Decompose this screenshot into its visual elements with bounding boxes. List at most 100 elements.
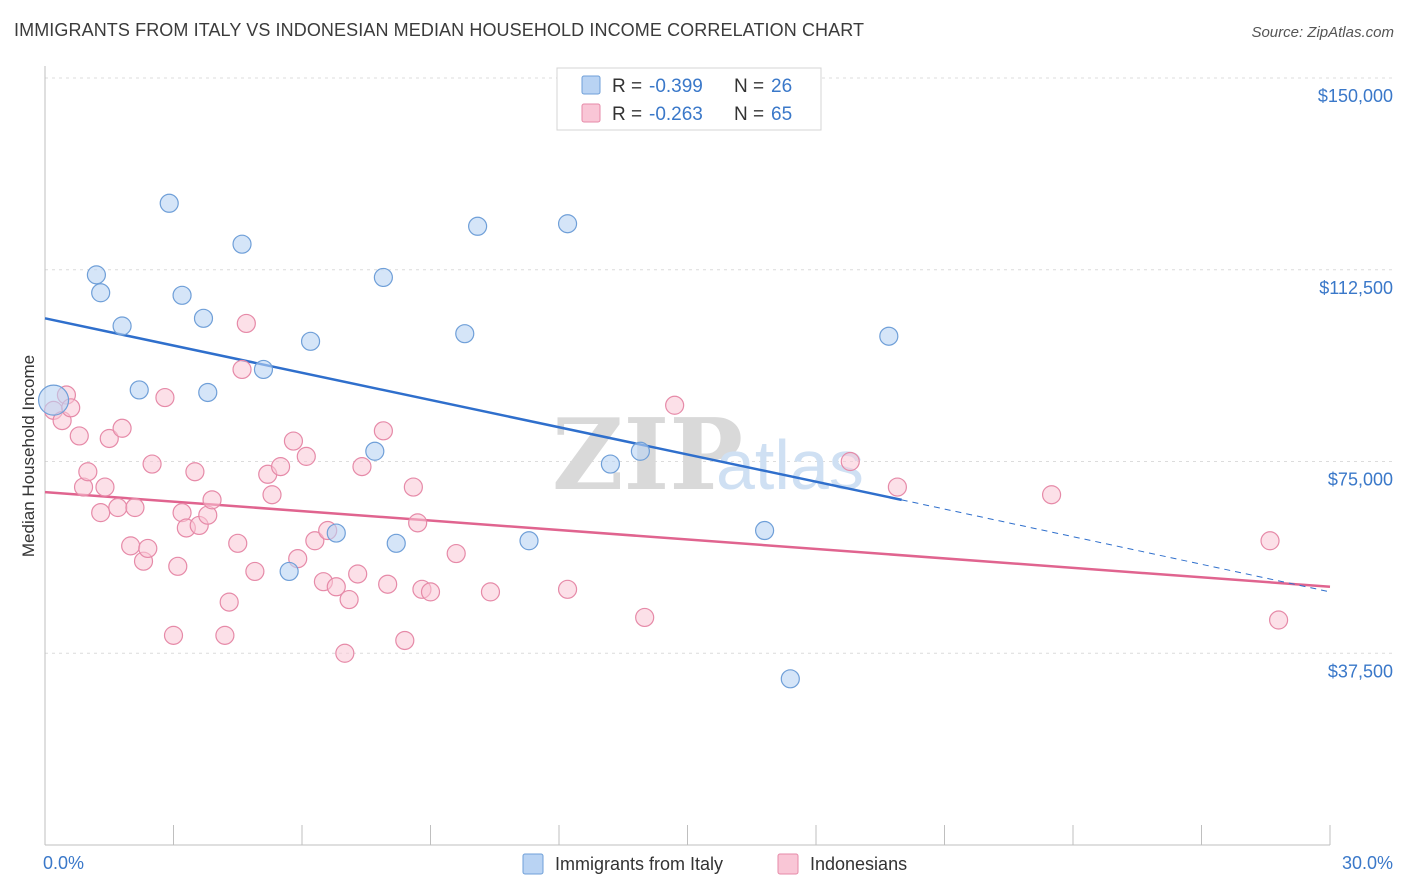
bottom-legend: Immigrants from Italy Indonesians: [522, 853, 907, 875]
indonesians-point-15: [138, 538, 158, 559]
italy-point-1: [86, 265, 107, 285]
indonesians-point-25: [202, 490, 222, 510]
indonesians-point-16: [142, 454, 162, 474]
x-tick-label-0: 0.0%: [43, 853, 84, 873]
italy-point-2: [91, 283, 111, 303]
indonesians-point-49: [403, 477, 423, 497]
indonesians-point-31: [245, 561, 265, 582]
italy-point-25: [879, 326, 899, 346]
y-tick-label-2: $112,500: [1319, 278, 1393, 298]
axes: [44, 66, 1331, 846]
bottom-legend-indonesians-swatch: [777, 853, 799, 875]
indonesians-point-46: [373, 421, 393, 441]
italy-point-17: [455, 324, 475, 344]
indonesians-point-13: [125, 497, 145, 518]
source-note: Source: ZipAtlas.com: [1251, 24, 1394, 41]
indonesians-point-47: [378, 574, 398, 594]
indonesians-point-17: [155, 387, 175, 408]
indonesians-point-50: [408, 513, 428, 533]
indonesians-point-33: [262, 485, 282, 505]
indonesians-trend-line: [44, 490, 1331, 589]
italy-point-5: [159, 193, 179, 213]
indonesians-point-8: [95, 477, 115, 497]
indonesians-points: [43, 313, 1289, 663]
indonesians-point-34: [270, 457, 291, 477]
indonesians-point-59: [887, 477, 907, 497]
chart-title: IMMIGRANTS FROM ITALY VS INDONESIAN MEDI…: [14, 20, 865, 40]
legend-italy-r-label: R =: [612, 76, 642, 97]
italy-trend-line-extension: [901, 499, 1331, 593]
italy-trend-line: [44, 317, 902, 502]
italy-point-19: [519, 531, 539, 551]
indonesians-point-41: [326, 577, 346, 597]
italy-point-9: [232, 234, 252, 254]
italy-point-7: [193, 308, 214, 328]
indonesians-point-7: [91, 503, 111, 523]
italy-point-20: [557, 214, 578, 234]
indonesians-point-44: [348, 564, 368, 584]
tick-labels: $37,500 $75,000 $112,500 $150,000 0.0% 30.0%: [43, 86, 1393, 873]
indonesians-point-6: [78, 462, 98, 482]
legend-italy-swatch: [581, 75, 601, 95]
indonesians-point-9: [99, 428, 119, 449]
indonesians-point-10: [108, 497, 128, 518]
italy-point-0: [37, 384, 70, 416]
italy-point-18: [468, 216, 488, 236]
y-axis-label: Median Household Income: [19, 355, 38, 557]
italy-point-6: [172, 285, 192, 305]
legend-indonesians-r-value: -0.263: [649, 104, 703, 125]
italy-point-11: [279, 561, 299, 582]
indonesians-point-48: [395, 630, 415, 651]
indonesians-point-52: [420, 582, 441, 602]
indonesians-point-29: [232, 359, 252, 380]
watermark: ZIP atlas: [552, 398, 864, 513]
italy-point-13: [326, 523, 346, 543]
indonesians-point-57: [665, 395, 685, 415]
indonesians-point-27: [219, 592, 239, 612]
indonesians-point-19: [168, 556, 188, 576]
legend-indonesians-n-value: 65: [771, 104, 792, 125]
italy-point-3: [112, 316, 132, 336]
bottom-legend-indonesians-label: Indonesians: [810, 854, 907, 874]
y-tick-label-3: $150,000: [1318, 86, 1393, 106]
indonesians-point-61: [1260, 531, 1280, 551]
legend-italy-n-label: N =: [734, 76, 764, 97]
italy-point-4: [129, 380, 149, 400]
indonesians-point-60: [1041, 485, 1062, 505]
italy-point-16: [386, 533, 406, 553]
legend-italy-r-value: -0.399: [649, 76, 703, 97]
top-legend: R = -0.399 N = 26 R = -0.263 N = 65: [556, 67, 822, 131]
indonesians-point-4: [69, 426, 89, 446]
legend-italy-n-value: 26: [771, 76, 792, 97]
legend-indonesians-r-label: R =: [612, 104, 642, 125]
indonesians-point-54: [480, 582, 501, 602]
indonesians-point-58: [840, 451, 860, 472]
indonesians-point-37: [296, 446, 316, 466]
indonesians-point-11: [112, 418, 132, 438]
legend-indonesians-swatch: [581, 103, 601, 123]
indonesians-point-43: [339, 589, 359, 610]
trend-lines: [44, 317, 1331, 593]
indonesians-point-42: [335, 643, 355, 663]
indonesians-point-38: [305, 531, 325, 551]
italy-points: [37, 193, 899, 689]
indonesians-point-22: [185, 462, 205, 482]
italy-point-10: [253, 359, 274, 380]
legend-box: [556, 67, 822, 131]
indonesians-point-12: [121, 536, 141, 556]
bottom-legend-italy-swatch: [522, 853, 544, 875]
italy-point-12: [300, 331, 321, 351]
indonesians-point-56: [635, 607, 655, 628]
indonesians-point-35: [283, 431, 304, 451]
y-tick-label-0: $37,500: [1328, 661, 1393, 681]
y-tick-label-1: $75,000: [1328, 470, 1393, 490]
indonesians-point-62: [1268, 610, 1289, 630]
indonesians-point-30: [236, 313, 256, 334]
bottom-legend-italy-label: Immigrants from Italy: [555, 854, 723, 874]
italy-point-23: [754, 520, 775, 541]
italy-point-22: [630, 441, 650, 461]
italy-point-15: [373, 267, 393, 288]
indonesians-point-45: [352, 457, 372, 477]
indonesians-point-53: [446, 543, 466, 564]
